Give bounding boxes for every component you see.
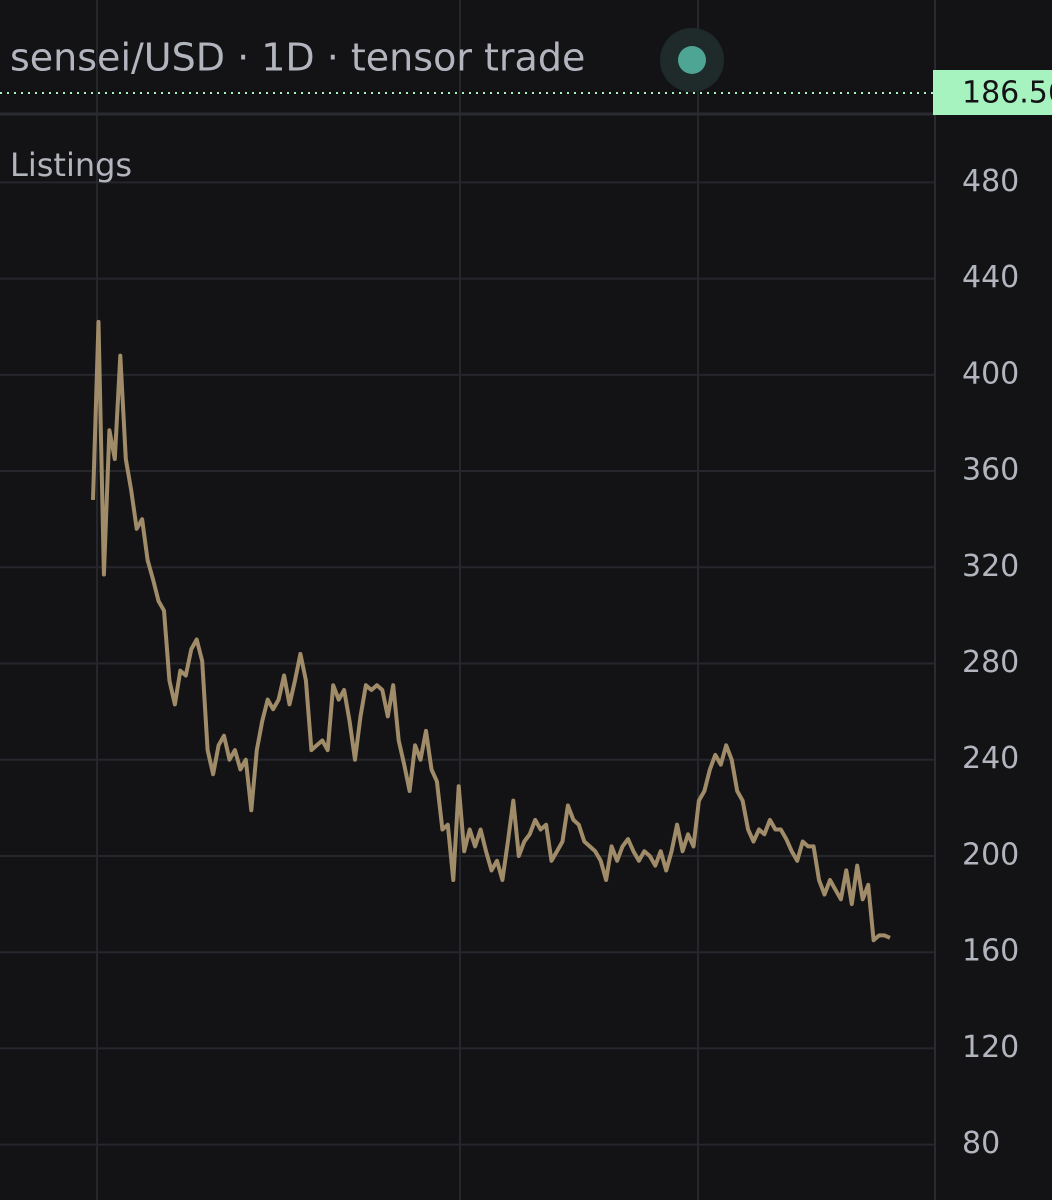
y-tick-label: 480 bbox=[962, 164, 1019, 199]
y-tick-label: 120 bbox=[962, 1030, 1019, 1065]
price-tag bbox=[933, 70, 1052, 115]
chart-title: sensei/USD · 1D · tensor trade bbox=[10, 36, 585, 80]
y-tick-label: 360 bbox=[962, 453, 1019, 488]
status-dot bbox=[678, 46, 706, 74]
y-tick-label: 80 bbox=[962, 1126, 1000, 1161]
y-tick-label: 280 bbox=[962, 645, 1019, 680]
grid bbox=[0, 0, 935, 1200]
y-tick-label: 240 bbox=[962, 741, 1019, 776]
y-tick-label: 200 bbox=[962, 837, 1019, 872]
y-tick-label: 160 bbox=[962, 934, 1019, 969]
series-line bbox=[91, 319, 891, 943]
y-tick-label: 400 bbox=[962, 356, 1019, 391]
series-label: Listings bbox=[10, 146, 132, 184]
price-tag-label: 186.56 bbox=[962, 76, 1052, 111]
y-tick-label: 440 bbox=[962, 260, 1019, 295]
y-tick-label: 320 bbox=[962, 549, 1019, 584]
